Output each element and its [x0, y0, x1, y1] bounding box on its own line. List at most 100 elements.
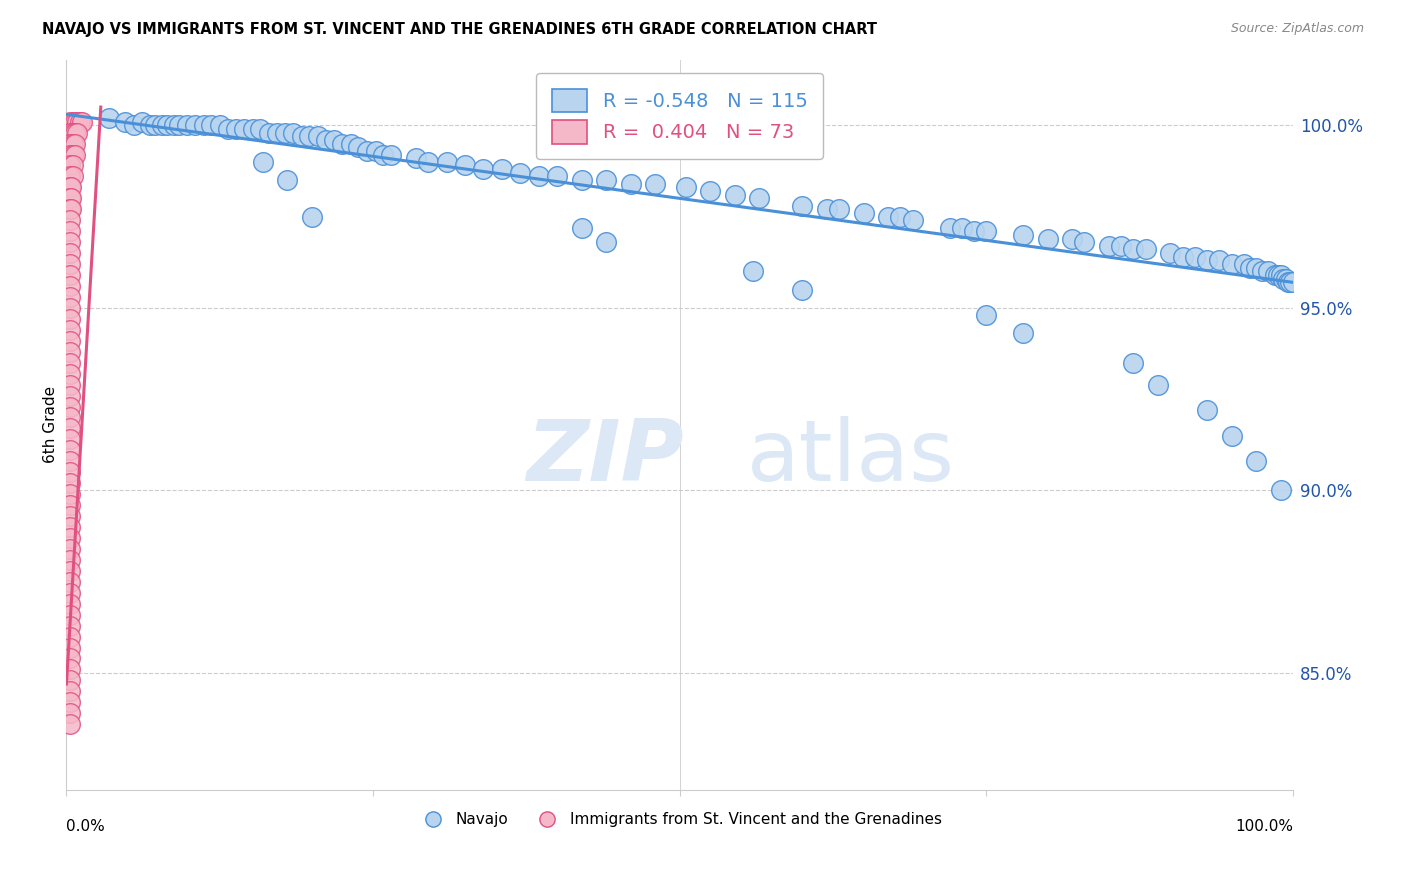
- Point: [59, 356, 82, 370]
- Point: [59, 465, 82, 479]
- Point: [63, 147, 86, 161]
- Point: [828, 202, 851, 217]
- Point: [59, 301, 82, 315]
- Point: [356, 144, 378, 158]
- Point: [257, 126, 280, 140]
- Point: [59, 684, 82, 698]
- Point: [66, 126, 89, 140]
- Point: [62, 159, 84, 173]
- Point: [364, 144, 387, 158]
- Point: [322, 133, 344, 147]
- Point: [371, 147, 394, 161]
- Point: [699, 184, 721, 198]
- Point: [1159, 246, 1181, 260]
- Text: NAVAJO VS IMMIGRANTS FROM ST. VINCENT AND THE GRENADINES 6TH GRADE CORRELATION C: NAVAJO VS IMMIGRANTS FROM ST. VINCENT AN…: [42, 22, 877, 37]
- Point: [59, 531, 82, 545]
- Point: [59, 410, 82, 425]
- Point: [59, 213, 82, 227]
- Point: [1197, 403, 1219, 417]
- Point: [1282, 276, 1305, 290]
- Point: [59, 290, 82, 304]
- Legend: Navajo, Immigrants from St. Vincent and the Grenadines: Navajo, Immigrants from St. Vincent and …: [412, 806, 948, 833]
- Point: [792, 283, 814, 297]
- Point: [315, 133, 337, 147]
- Point: [69, 114, 91, 128]
- Point: [509, 166, 531, 180]
- Point: [436, 154, 458, 169]
- Point: [72, 114, 94, 128]
- Point: [1073, 235, 1095, 250]
- Point: [266, 126, 288, 140]
- Point: [418, 154, 440, 169]
- Text: atlas: atlas: [747, 417, 955, 500]
- Point: [242, 122, 264, 136]
- Point: [1274, 271, 1296, 285]
- Point: [62, 136, 84, 151]
- Point: [1251, 264, 1274, 278]
- Point: [59, 377, 82, 392]
- Point: [59, 498, 82, 512]
- Point: [184, 119, 207, 133]
- Point: [307, 129, 329, 144]
- Point: [454, 159, 477, 173]
- Point: [59, 257, 82, 271]
- Point: [252, 154, 274, 169]
- Point: [59, 706, 82, 721]
- Point: [139, 119, 162, 133]
- Point: [63, 136, 86, 151]
- Point: [852, 206, 875, 220]
- Point: [298, 129, 321, 144]
- Point: [225, 122, 247, 136]
- Point: [59, 662, 82, 676]
- Point: [62, 126, 84, 140]
- Y-axis label: 6th Grade: 6th Grade: [44, 386, 58, 463]
- Point: [1277, 276, 1299, 290]
- Point: [59, 520, 82, 534]
- Point: [1197, 253, 1219, 268]
- Point: [59, 279, 82, 293]
- Point: [62, 169, 84, 184]
- Point: [1109, 239, 1132, 253]
- Point: [163, 119, 186, 133]
- Point: [595, 235, 617, 250]
- Point: [200, 119, 222, 133]
- Text: 100.0%: 100.0%: [1234, 819, 1294, 834]
- Point: [595, 173, 617, 187]
- Point: [1036, 231, 1059, 245]
- Point: [98, 111, 121, 125]
- Point: [59, 695, 82, 709]
- Point: [249, 122, 271, 136]
- Point: [66, 114, 89, 128]
- Point: [1244, 260, 1267, 275]
- Point: [131, 114, 153, 128]
- Point: [1220, 257, 1243, 271]
- Point: [1272, 271, 1295, 285]
- Text: Source: ZipAtlas.com: Source: ZipAtlas.com: [1230, 22, 1364, 36]
- Point: [59, 651, 82, 665]
- Point: [59, 421, 82, 435]
- Point: [901, 213, 924, 227]
- Point: [1279, 276, 1302, 290]
- Point: [1147, 377, 1170, 392]
- Point: [59, 180, 82, 194]
- Point: [1244, 454, 1267, 468]
- Point: [59, 224, 82, 238]
- Point: [233, 122, 256, 136]
- Point: [1267, 268, 1289, 282]
- Point: [59, 202, 82, 217]
- Point: [1220, 428, 1243, 442]
- Text: 0.0%: 0.0%: [66, 819, 105, 834]
- Point: [283, 126, 305, 140]
- Point: [1270, 268, 1292, 282]
- Point: [59, 717, 82, 731]
- Point: [1184, 250, 1206, 264]
- Point: [889, 210, 911, 224]
- Point: [976, 308, 998, 322]
- Point: [150, 119, 173, 133]
- Point: [59, 607, 82, 622]
- Point: [644, 177, 666, 191]
- Point: [59, 640, 82, 655]
- Point: [1098, 239, 1121, 253]
- Point: [380, 147, 402, 161]
- Point: [963, 224, 986, 238]
